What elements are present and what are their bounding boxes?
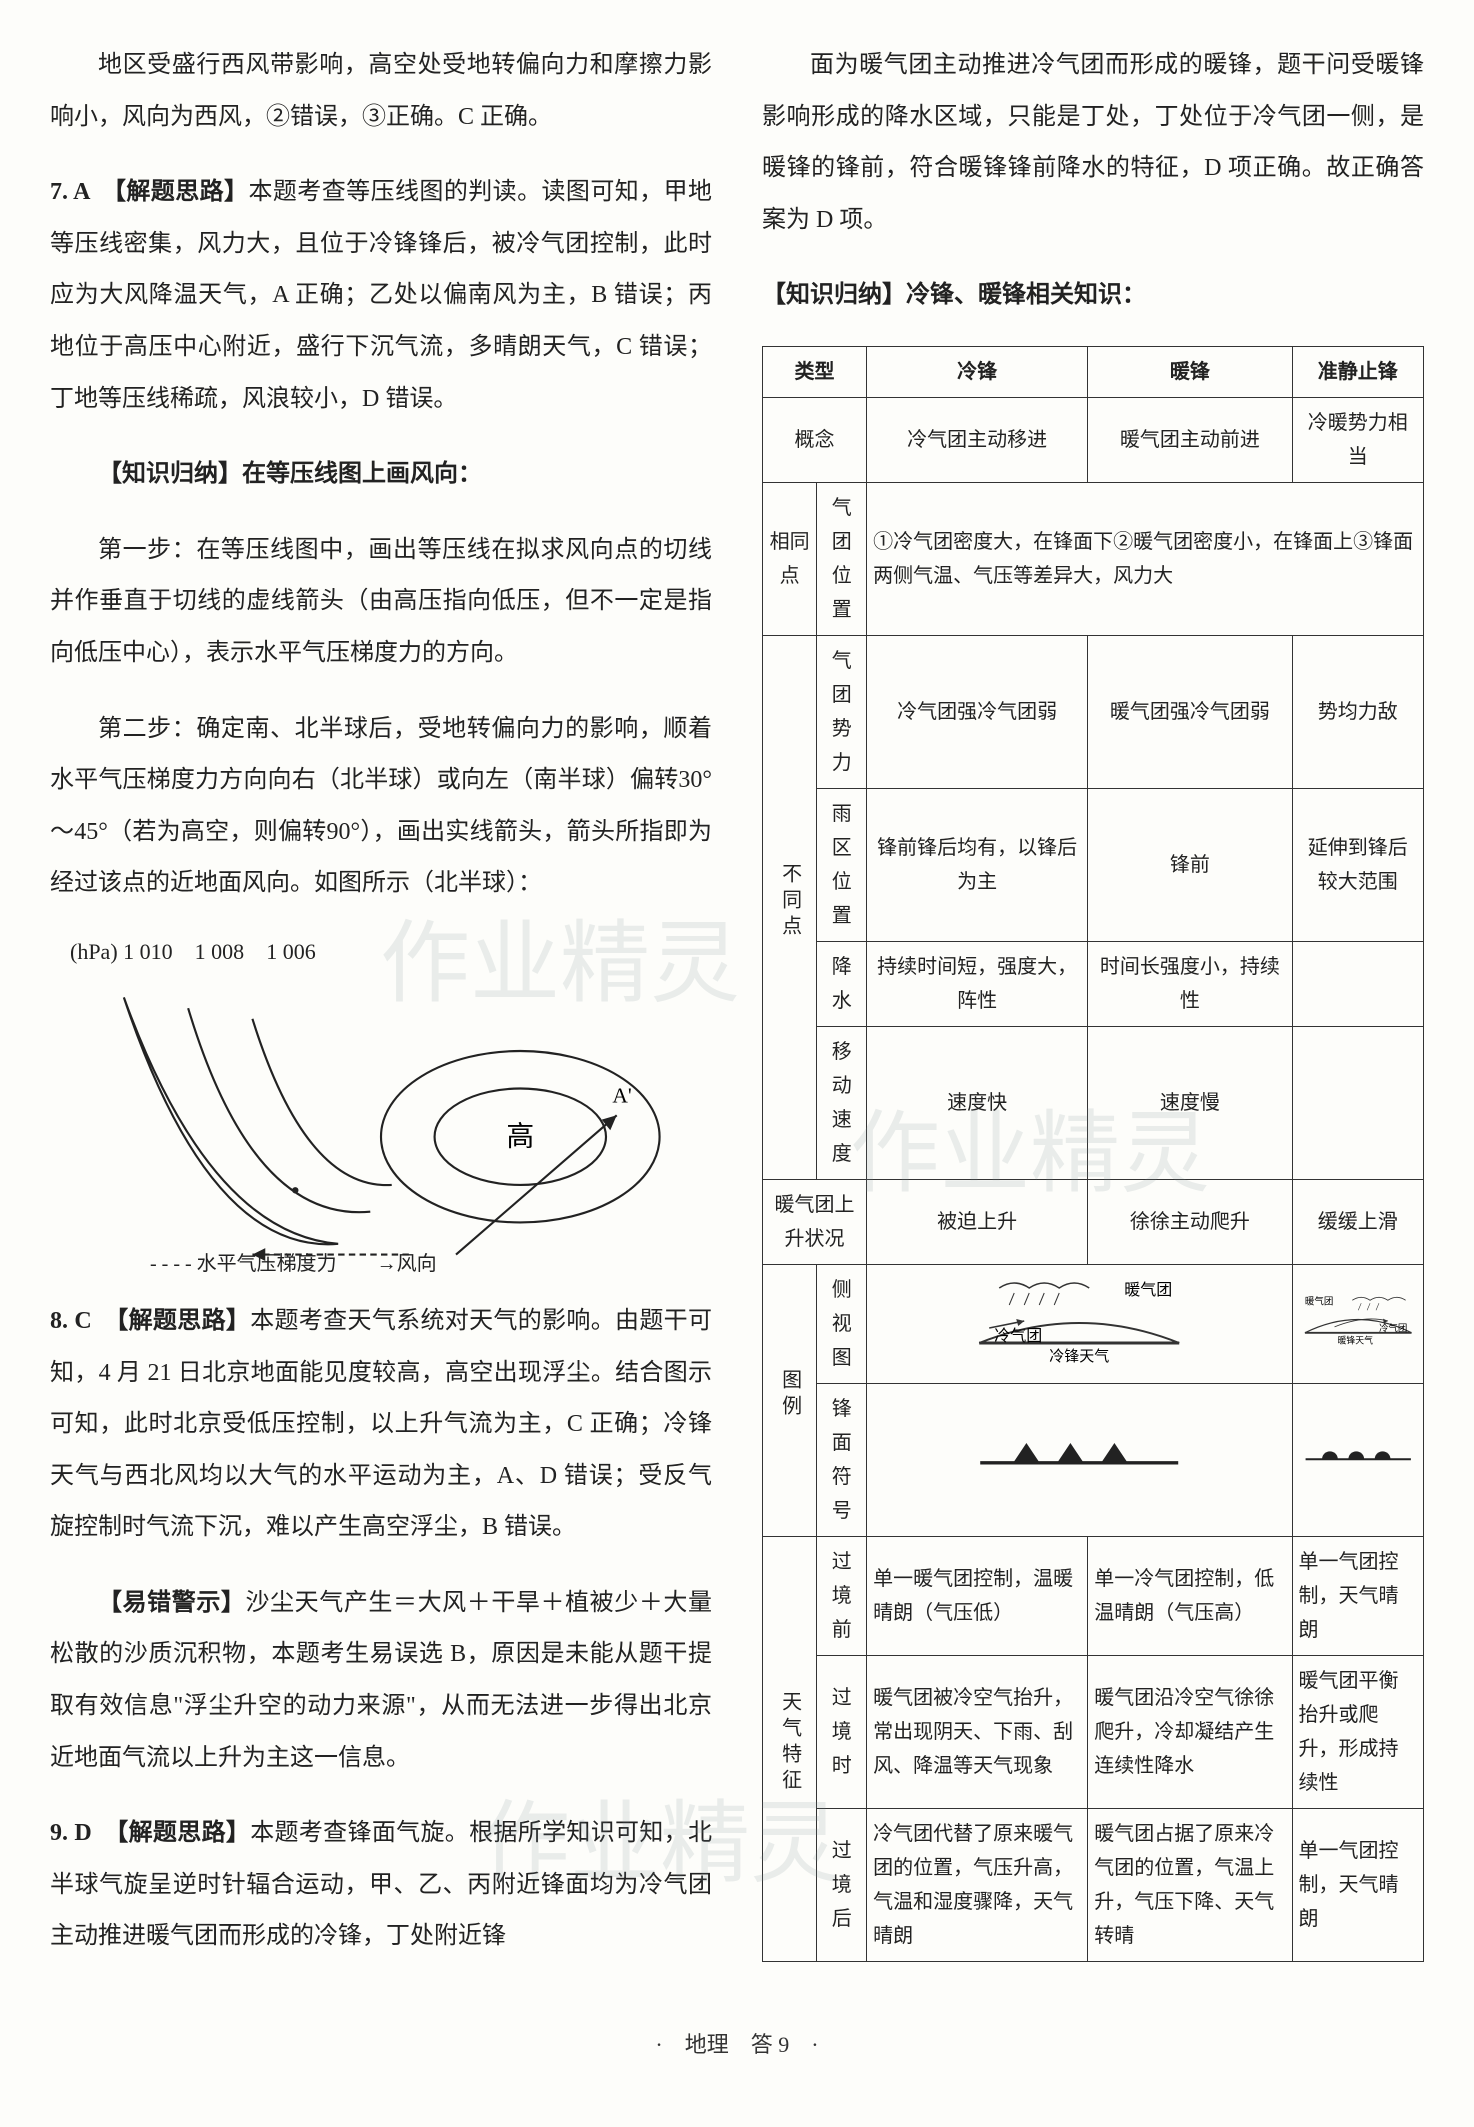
- svg-text:暖气团: 暖气团: [1304, 1296, 1332, 1308]
- concept-label: 概念: [763, 397, 867, 482]
- warning-title: 【易错警示】: [98, 1590, 246, 1616]
- page-footer: · 地理 答 9 ·: [50, 2027, 1424, 2059]
- svg-text:暖气团: 暖气团: [1124, 1281, 1172, 1299]
- cold-front-symbol: [867, 1383, 1292, 1536]
- q8-body: 本题考查天气系统对天气的影响。由题干可知，4 月 21 日北京地面能见度较高，高…: [50, 1308, 712, 1540]
- th-warm: 暖锋: [1088, 346, 1292, 397]
- svg-text:暖锋天气: 暖锋天气: [1337, 1335, 1373, 1346]
- table-row: 概念 冷气团主动移进 暖气团主动前进 冷暖势力相当: [763, 397, 1424, 482]
- svg-text:冷气团: 冷气团: [1378, 1323, 1406, 1335]
- same-text: ①冷气团密度大，在锋面下②暖气团密度小，在锋面上③锋面两侧气温、气压等差异大，风…: [867, 482, 1424, 635]
- table-row: 类型 冷锋 暖锋 准静止锋: [763, 346, 1424, 397]
- table-row: 过境后 冷气团代替了原来暖气团的位置，气压升高，气温和湿度骤降，天气晴朗 暖气团…: [763, 1808, 1424, 1961]
- warm-front-symbol: [1292, 1383, 1423, 1536]
- table-row: 锋面符号: [763, 1383, 1424, 1536]
- isobar-diagram: 高 A' - - - - 水平气压梯度力 →风向: [50, 976, 712, 1276]
- th-type: 类型: [763, 346, 867, 397]
- page-container: 地区受盛行西风带影响，高空处受地转偏向力和摩擦力影响小，风向为西风，②错误，③正…: [50, 40, 1424, 1987]
- side-view-warm: 暖气团 冷气团 暖锋天气: [1292, 1264, 1423, 1383]
- symbol-label: 锋面符号: [817, 1383, 867, 1536]
- high-label: 高: [506, 1120, 534, 1152]
- q7-label: 7. A 【解题思路】: [50, 179, 248, 205]
- table-row: 暖气团上升状况 被迫上升 徐徐主动爬升 缓缓上滑: [763, 1179, 1424, 1264]
- th-stationary: 准静止锋: [1292, 346, 1423, 397]
- warning-para: 【易错警示】沙尘天气产生＝大风＋干旱＋植被少＋大量松散的沙质沉积物，本题考生易误…: [50, 1578, 712, 1784]
- left-column: 地区受盛行西风带影响，高空处受地转偏向力和摩擦力影响小，风向为西风，②错误，③正…: [50, 40, 712, 1987]
- svg-text:冷气团: 冷气团: [994, 1327, 1042, 1345]
- same-sub: 气团位置: [817, 482, 867, 635]
- q8-label: 8. C 【解题思路】: [50, 1308, 250, 1334]
- diff-label: 不同点: [773, 863, 807, 941]
- right-column: 面为暖气团主动推进冷气团而形成的暖锋，题干问受暖锋影响形成的降水区域，只能是丁处…: [762, 40, 1424, 1987]
- legend-label: 图例: [773, 1369, 807, 1421]
- table-row: 天气特征 过境前 单一暖气团控制，温暖晴朗（气压低） 单一冷气团控制，低温晴朗（…: [763, 1536, 1424, 1655]
- front-comparison-table: 类型 冷锋 暖锋 准静止锋 概念 冷气团主动移进 暖气团主动前进 冷暖势力相当 …: [762, 346, 1424, 1962]
- para-intro: 地区受盛行西风带影响，高空处受地转偏向力和摩擦力影响小，风向为西风，②错误，③正…: [50, 40, 712, 143]
- svg-text:冷锋天气: 冷锋天气: [1049, 1348, 1109, 1363]
- q9-para: 9. D 【解题思路】本题考查锋面气旋。根据所学知识可知，北半球气旋呈逆时针辐合…: [50, 1808, 712, 1963]
- q8-para: 8. C 【解题思路】本题考查天气系统对天气的影响。由题干可知，4 月 21 日…: [50, 1296, 712, 1554]
- table-row: 移动速度 速度快 速度慢: [763, 1026, 1424, 1179]
- right-intro: 面为暖气团主动推进冷气团而形成的暖锋，题干问受暖锋影响形成的降水区域，只能是丁处…: [762, 40, 1424, 246]
- q7-para: 7. A 【解题思路】本题考查等压线图的判读。读图可知，甲地等压线密集，风力大，…: [50, 167, 712, 425]
- step2: 第二步：确定南、北半球后，受地转偏向力的影响，顺着水平气压梯度力方向向右（北半球…: [50, 704, 712, 910]
- step1: 第一步：在等压线图中，画出等压线在拟求风向点的切线并作垂直于切线的虚线箭头（由高…: [50, 525, 712, 680]
- table-row: 图例 侧视图 暖气团 冷气团 冷锋天气: [763, 1264, 1424, 1383]
- arrow-label-1: - - - - 水平气压梯度力 →风向: [150, 1247, 437, 1276]
- table-row: 不同点 气团势力 冷气团强冷气团弱 暖气团强冷气团弱 势均力敌: [763, 635, 1424, 788]
- table-row: 过境时 暖气团被冷空气抬升，常出现阴天、下雨、刮风、降温等天气现象 暖气团沿冷空…: [763, 1655, 1424, 1808]
- q9-label: 9. D 【解题思路】: [50, 1820, 250, 1846]
- warm-rise-label: 暖气团上升状况: [763, 1179, 867, 1264]
- side-view-cold: 暖气团 冷气团 冷锋天气: [867, 1264, 1292, 1383]
- same-label: 相同点: [763, 482, 817, 635]
- svg-text:A': A': [612, 1083, 631, 1107]
- table-title: 【知识归纳】冷锋、暖锋相关知识：: [762, 270, 1424, 322]
- knowledge-title: 【知识归纳】在等压线图上画风向：: [50, 449, 712, 501]
- th-cold: 冷锋: [867, 346, 1088, 397]
- hpa-labels: (hPa) 1 010 1 008 1 006: [70, 934, 712, 966]
- weather-label: 天气特征: [773, 1691, 807, 1795]
- side-view-label: 侧视图: [817, 1264, 867, 1383]
- q7-body: 本题考查等压线图的判读。读图可知，甲地等压线密集，风力大，且位于冷锋锋后，被冷气…: [50, 179, 712, 411]
- warning-body: 沙尘天气产生＝大风＋干旱＋植被少＋大量松散的沙质沉积物，本题考生易误选 B，原因…: [50, 1590, 712, 1771]
- table-row: 雨区位置 锋前锋后均有，以锋后为主 锋前 延伸到锋后较大范围: [763, 788, 1424, 941]
- table-row: 相同点 气团位置 ①冷气团密度大，在锋面下②暖气团密度小，在锋面上③锋面两侧气温…: [763, 482, 1424, 635]
- table-row: 降水 持续时间短，强度大，阵性 时间长强度小，持续性: [763, 941, 1424, 1026]
